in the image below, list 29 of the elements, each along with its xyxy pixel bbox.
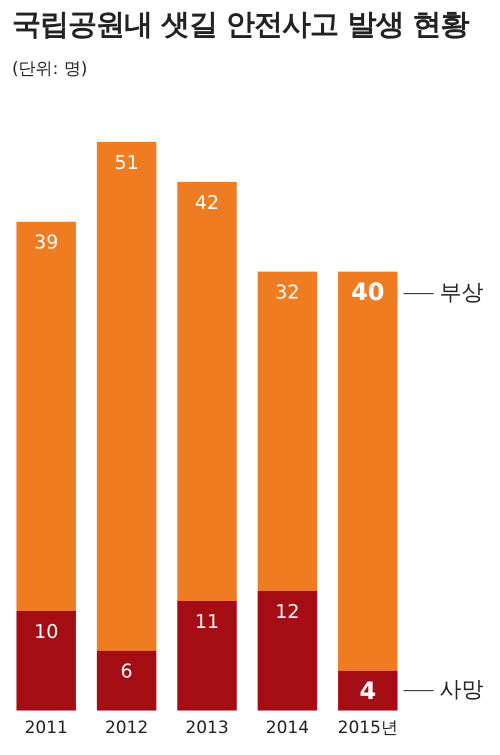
data-label: 32 [275,282,300,304]
bar [96,142,156,651]
x-tick-label: 2014 [266,718,310,738]
bar [338,272,398,671]
data-label: 42 [194,192,220,214]
bar [16,610,76,711]
x-tick-label: 2013 [185,718,229,738]
x-tick-label: 2011 [24,718,68,738]
bar [258,590,318,711]
data-label: 51 [114,152,139,174]
x-tick-label: 2012 [104,718,148,738]
data-label: 11 [194,610,220,633]
data-label: 10 [34,620,58,643]
data-label: 4 [359,676,376,705]
bar [258,272,318,591]
data-label: 12 [275,600,300,623]
series-label: 사망 [440,677,484,702]
data-label: 40 [351,278,385,306]
chart-subtitle: (단위: 명) [12,59,88,79]
bar [16,222,76,611]
bar [177,600,237,711]
data-label: 6 [120,660,133,683]
bar [177,182,237,601]
bar [338,670,398,711]
data-label: 39 [34,232,58,254]
x-tick-label: 2015년 [338,718,398,738]
series-label: 부상 [440,280,484,306]
bar [96,650,156,711]
chart-title: 국립공원내 샛길 안전사고 발생 현황 [12,7,468,41]
